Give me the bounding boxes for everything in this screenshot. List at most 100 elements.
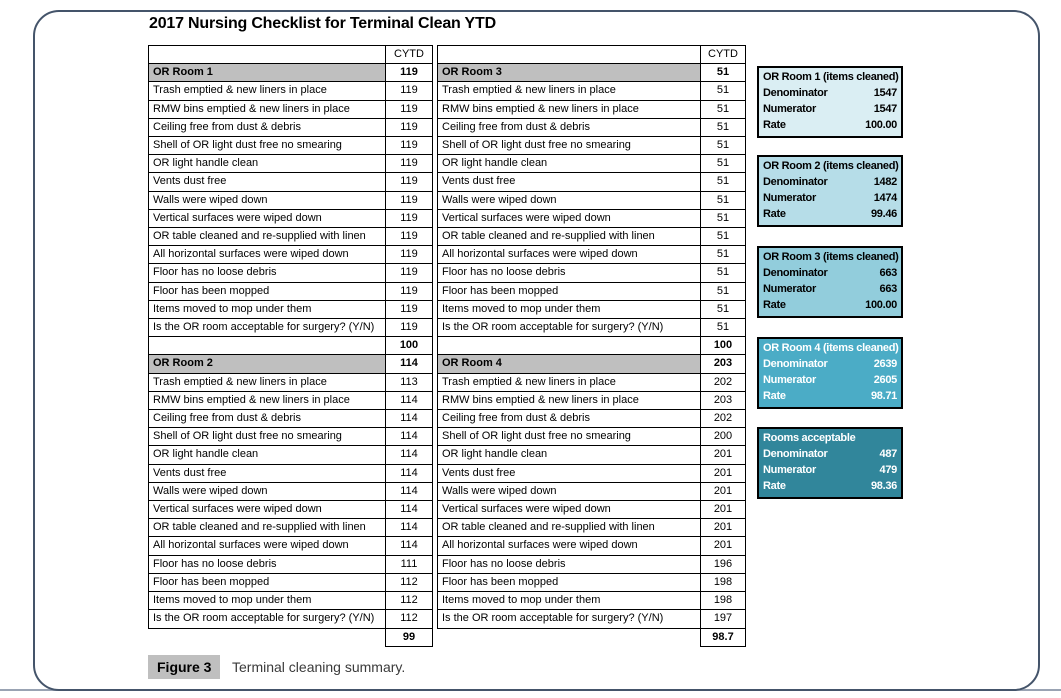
checklist-item-value: 201	[700, 463, 746, 483]
checklist-table-rooms-1-2: CYTD OR Room 1 119 Trash emptied & new line…	[148, 44, 433, 647]
checklist-item-label: Vertical surfaces were wiped down	[148, 500, 386, 520]
checklist-item-row: Shell of OR light dust free no smearing 1…	[148, 136, 433, 156]
checklist-item-row: Is the OR room acceptable for surgery? (…	[437, 318, 746, 338]
checklist-item-row: All horizontal surfaces were wiped down 2…	[437, 536, 746, 556]
summary-box-row: Numerator 1474	[763, 191, 897, 206]
summary-box-3: OR Room 3 (items cleaned) Denominator 663 N…	[757, 246, 903, 318]
summary-row-value: 1474	[873, 192, 898, 204]
checklist-item-label: OR light handle clean	[437, 445, 701, 465]
summary-box-row: Numerator 2605	[763, 373, 897, 388]
section-total-value: 98.7	[700, 627, 746, 647]
checklist-item-row: OR table cleaned and re-supplied with li…	[437, 518, 746, 538]
checklist-item-label: Floor has no loose debris	[437, 554, 701, 574]
checklist-item-row: Items moved to mop under them 198	[437, 591, 746, 611]
checklist-table-rooms-3-4: CYTD OR Room 3 51 Trash emptied & new liner…	[437, 44, 746, 647]
summary-box-row: Denominator 1547	[763, 86, 897, 101]
checklist-item-label: Walls were wiped down	[148, 481, 386, 502]
section-header-value: 51	[700, 63, 746, 83]
summary-row-label: Numerator	[763, 283, 816, 295]
checklist-item-row: Items moved to mop under them 119	[148, 299, 433, 320]
checklist-item-label: Shell of OR light dust free no smearing	[148, 136, 386, 156]
checklist-item-value: 203	[700, 390, 746, 411]
summary-box-row: Rate 99.46	[763, 207, 897, 222]
summary-row-label: Denominator	[763, 267, 828, 279]
summary-row-value: 1547	[873, 103, 898, 115]
checklist-item-label: RMW bins emptied & new liners in place	[437, 99, 701, 119]
checklist-item-label: Is the OR room acceptable for surgery? (…	[148, 609, 386, 629]
checklist-item-value: 51	[700, 299, 746, 320]
summary-row-label: Numerator	[763, 192, 816, 204]
checklist-item-label: Items moved to mop under them	[437, 299, 701, 320]
checklist-item-value: 51	[700, 99, 746, 119]
checklist-item-row: Ceiling free from dust & debris 202	[437, 409, 746, 429]
checklist-item-label: Trash emptied & new liners in place	[148, 81, 386, 101]
summary-box-title: OR Room 2 (items cleaned)	[763, 160, 899, 172]
summary-row-value: 2639	[873, 358, 898, 370]
checklist-item-value: 198	[700, 591, 746, 611]
checklist-item-row: Vertical surfaces were wiped down 201	[437, 500, 746, 520]
checklist-item-value: 119	[385, 227, 433, 247]
summary-box-5: Rooms acceptable Denominator 487 Numerator 4…	[757, 427, 903, 499]
checklist-item-row: Trash emptied & new liners in place 113	[148, 372, 433, 392]
checklist-item-label: OR light handle clean	[148, 445, 386, 465]
checklist-item-label: Items moved to mop under them	[148, 299, 386, 320]
summary-box-title: Rooms acceptable	[763, 432, 856, 444]
section-name-cell: OR Room 3	[437, 63, 701, 83]
summary-box-4: OR Room 4 (items cleaned) Denominator 2639…	[757, 337, 903, 409]
checklist-item-label: Is the OR room acceptable for surgery? (…	[148, 318, 386, 338]
checklist-item-value: 51	[700, 318, 746, 338]
summary-box-row: Denominator 663	[763, 266, 897, 281]
section-name-cell: OR Room 2	[148, 354, 386, 374]
checklist-item-label: RMW bins emptied & new liners in place	[437, 390, 701, 411]
checklist-item-row: Items moved to mop under them 112	[148, 591, 433, 611]
checklist-item-row: Vertical surfaces were wiped down 51	[437, 208, 746, 229]
checklist-item-value: 114	[385, 481, 433, 502]
checklist-item-row: Ceiling free from dust & debris 51	[437, 117, 746, 138]
section-header-row: OR Room 4 203	[437, 354, 746, 374]
checklist-item-row: Items moved to mop under them 51	[437, 299, 746, 320]
empty-total-cell	[148, 336, 386, 356]
summary-box-row: Rate 98.71	[763, 389, 897, 404]
section-header-row: OR Room 3 51	[437, 63, 746, 83]
summary-row-value: 663	[879, 283, 898, 295]
checklist-item-row: Floor has been mopped 112	[148, 572, 433, 593]
empty-total-cell	[437, 336, 701, 356]
summary-row-label: Rate	[763, 299, 786, 311]
section-name-cell: OR Room 1	[148, 63, 386, 83]
figure-border	[33, 10, 1040, 691]
figure-caption-text: Terminal cleaning summary.	[232, 659, 406, 675]
summary-box-title: OR Room 1 (items cleaned)	[763, 71, 899, 83]
checklist-item-row: Ceiling free from dust & debris 114	[148, 409, 433, 429]
summary-row-value: 99.46	[870, 208, 897, 220]
checklist-item-value: 202	[700, 409, 746, 429]
summary-row-label: Denominator	[763, 87, 828, 99]
checklist-item-row: OR light handle clean 201	[437, 445, 746, 465]
summary-row-value: 479	[879, 464, 898, 476]
checklist-item-row: Trash emptied & new liners in place 119	[148, 81, 433, 101]
summary-row-value: 1547	[873, 87, 898, 99]
checklist-item-row: Floor has no loose debris 111	[148, 554, 433, 574]
checklist-item-label: Floor has been mopped	[148, 281, 386, 301]
summary-box-row: Denominator 2639	[763, 357, 897, 372]
checklist-item-row: Is the OR room acceptable for surgery? (…	[148, 609, 433, 629]
checklist-item-value: 51	[700, 154, 746, 174]
checklist-item-label: Trash emptied & new liners in place	[148, 372, 386, 392]
checklist-item-row: Floor has been mopped 198	[437, 572, 746, 593]
checklist-item-row: Ceiling free from dust & debris 119	[148, 117, 433, 138]
checklist-item-row: RMW bins emptied & new liners in place 51	[437, 99, 746, 119]
checklist-item-value: 201	[700, 445, 746, 465]
checklist-item-row: RMW bins emptied & new liners in place 11…	[148, 390, 433, 411]
cytd-column-header: CYTD	[700, 44, 746, 65]
checklist-item-row: OR table cleaned and re-supplied with li…	[437, 227, 746, 247]
checklist-item-value: 197	[700, 609, 746, 629]
checklist-item-row: Walls were wiped down 51	[437, 190, 746, 210]
checklist-item-value: 114	[385, 463, 433, 483]
checklist-item-row: OR table cleaned and re-supplied with li…	[148, 518, 433, 538]
checklist-item-value: 119	[385, 318, 433, 338]
checklist-item-label: Ceiling free from dust & debris	[148, 117, 386, 138]
checklist-item-label: Floor has been mopped	[148, 572, 386, 593]
summary-row-label: Rate	[763, 390, 786, 402]
summary-row-label: Rate	[763, 208, 786, 220]
section-total-row: 99	[148, 627, 433, 647]
section-total-row: 100	[148, 336, 433, 356]
